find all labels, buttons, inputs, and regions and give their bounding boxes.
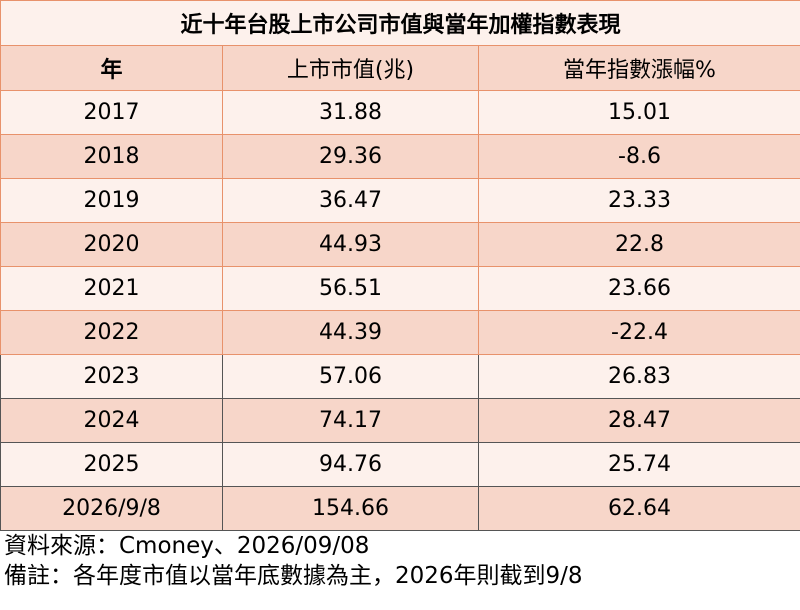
market-cap-cell: 29.36: [222, 134, 479, 179]
index-change-cell: 15.01: [477, 90, 800, 135]
table-row: 2024 74.17 28.47: [0, 398, 800, 443]
year-cell: 2018: [0, 134, 223, 179]
index-change-cell: 28.47: [477, 398, 800, 443]
table-row: 2020 44.93 22.8: [0, 222, 800, 267]
source-note: 資料來源：Cmoney、2026/09/08: [4, 533, 370, 559]
market-cap-cell: 74.17: [222, 398, 479, 443]
market-cap-cell: 31.88: [222, 90, 479, 135]
header-year: 年: [0, 45, 223, 91]
title-row: 近十年台股上市公司市值與當年加權指數表現: [0, 0, 800, 46]
index-change-cell: 25.74: [477, 442, 800, 487]
market-cap-cell: 44.39: [222, 310, 479, 355]
year-cell: 2025: [0, 442, 223, 487]
index-change-cell: 23.33: [477, 178, 800, 223]
index-change-cell: -8.6: [477, 134, 800, 179]
header-row: 年 上市市值(兆) 當年指數漲幅%: [0, 45, 800, 91]
year-cell: 2020: [0, 222, 223, 267]
table-row: 2019 36.47 23.33: [0, 178, 800, 223]
market-cap-cell: 44.93: [222, 222, 479, 267]
market-cap-cell: 154.66: [222, 486, 479, 531]
table-row: 2021 56.51 23.66: [0, 266, 800, 311]
market-cap-cell: 57.06: [222, 354, 479, 399]
year-cell: 2017: [0, 90, 223, 135]
index-change-cell: 62.64: [477, 486, 800, 531]
index-change-cell: 26.83: [477, 354, 800, 399]
index-change-cell: 23.66: [477, 266, 800, 311]
table-row: 2023 57.06 26.83: [0, 354, 800, 399]
year-cell: 2026/9/8: [0, 486, 223, 531]
table-row: 2018 29.36 -8.6: [0, 134, 800, 179]
year-cell: 2024: [0, 398, 223, 443]
market-cap-table: 近十年台股上市公司市值與當年加權指數表現 年 上市市值(兆) 當年指數漲幅% 2…: [0, 0, 800, 531]
year-cell: 2022: [0, 310, 223, 355]
index-change-cell: 22.8: [477, 222, 800, 267]
market-cap-table-container: 近十年台股上市公司市值與當年加權指數表現 年 上市市值(兆) 當年指數漲幅% 2…: [0, 0, 800, 591]
year-cell: 2019: [0, 178, 223, 223]
market-cap-cell: 56.51: [222, 266, 479, 311]
year-cell: 2023: [0, 354, 223, 399]
remark-note: 備註：各年度市值以當年底數據為主，2026年則截到9/8: [4, 563, 583, 589]
table-row: 2025 94.76 25.74: [0, 442, 800, 487]
market-cap-cell: 94.76: [222, 442, 479, 487]
footer-notes: 資料來源：Cmoney、2026/09/08 備註：各年度市值以當年底數據為主，…: [0, 531, 800, 591]
table-title: 近十年台股上市公司市值與當年加權指數表現: [0, 0, 800, 46]
market-cap-cell: 36.47: [222, 178, 479, 223]
table-row: 2022 44.39 -22.4: [0, 310, 800, 355]
table-row: 2017 31.88 15.01: [0, 90, 800, 135]
index-change-cell: -22.4: [477, 310, 800, 355]
header-index-change: 當年指數漲幅%: [477, 45, 800, 91]
table-row: 2026/9/8 154.66 62.64: [0, 486, 800, 531]
year-cell: 2021: [0, 266, 223, 311]
header-market-cap: 上市市值(兆): [222, 45, 479, 91]
